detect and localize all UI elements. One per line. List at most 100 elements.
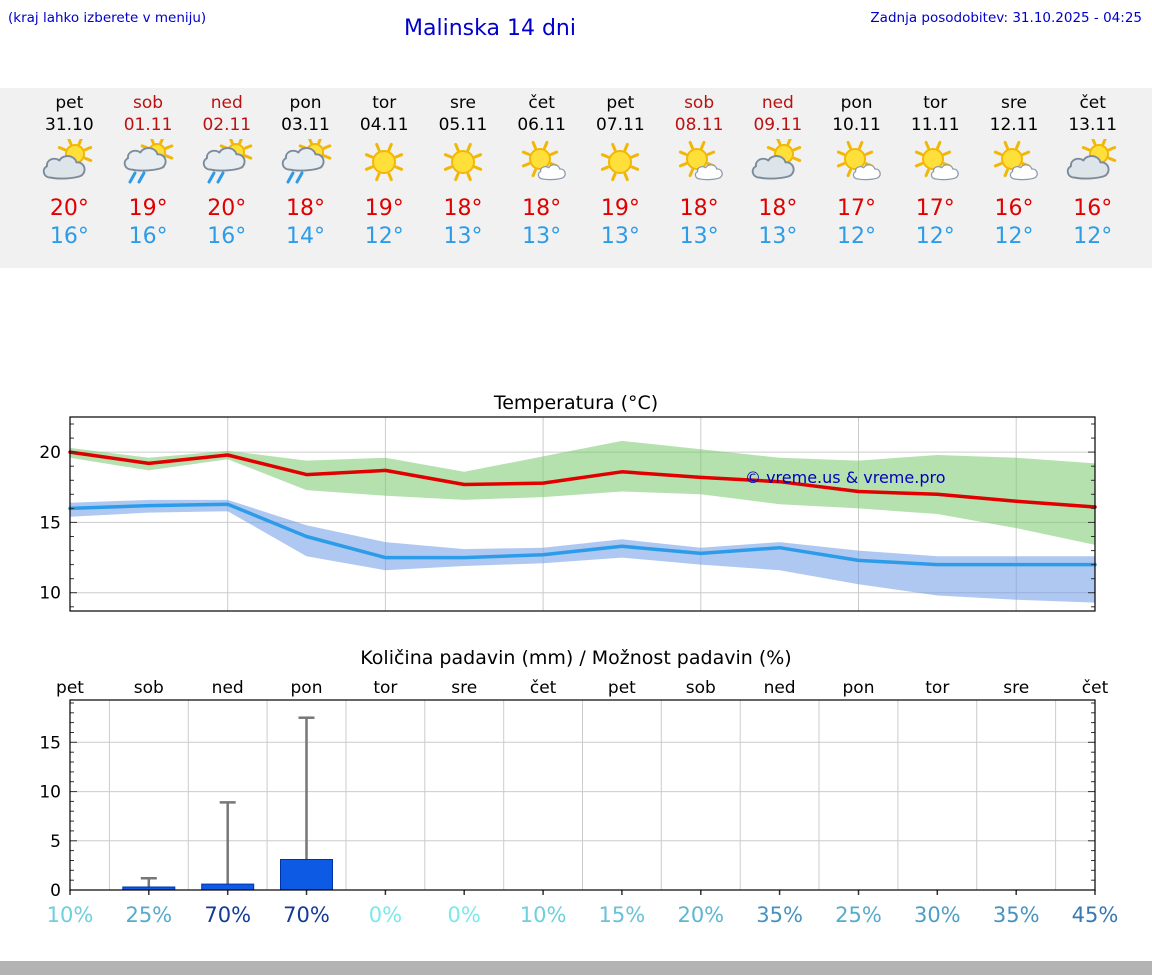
forecast-day-column: pet 31.10 20° 16° bbox=[30, 88, 109, 268]
svg-text:10: 10 bbox=[39, 783, 61, 803]
weather-icon-mostly-sunny bbox=[670, 139, 728, 189]
low-temp: 13° bbox=[679, 224, 719, 249]
high-temp: 18° bbox=[758, 196, 798, 221]
day-date: 09.11 bbox=[753, 115, 803, 135]
low-temp: 13° bbox=[758, 224, 798, 249]
weather-icon-sunny bbox=[591, 139, 649, 189]
forecast-day-column: pet 07.11 19° 13° bbox=[581, 88, 660, 268]
day-label: sre bbox=[1003, 678, 1030, 698]
precip-probability: 30% bbox=[913, 903, 961, 927]
weather-icon-partly-cloudy bbox=[749, 136, 807, 189]
day-label: čet bbox=[529, 678, 557, 698]
high-temp: 17° bbox=[837, 196, 877, 221]
weather-icon-sunny bbox=[434, 139, 492, 189]
precipitation-chart-title: Količina padavin (mm) / Možnost padavin … bbox=[360, 647, 792, 669]
high-temp: 20° bbox=[49, 196, 89, 221]
high-temp: 16° bbox=[1073, 196, 1113, 221]
svg-text:© vreme.us & vreme.pro: © vreme.us & vreme.pro bbox=[745, 468, 946, 487]
precip-probability: 70% bbox=[204, 903, 252, 927]
day-label: čet bbox=[1081, 678, 1109, 698]
low-temp: 12° bbox=[364, 224, 404, 249]
forecast-day-column: sob 01.11 19° 16° bbox=[109, 88, 188, 268]
forecast-day-column: čet 06.11 18° 13° bbox=[502, 88, 581, 268]
svg-text:0: 0 bbox=[50, 881, 61, 900]
forecast-day-column: ned 09.11 18° 13° bbox=[738, 88, 817, 268]
svg-text:5: 5 bbox=[50, 832, 61, 852]
high-temp: 18° bbox=[679, 196, 719, 221]
day-date: 13.11 bbox=[1068, 115, 1118, 135]
day-date: 04.11 bbox=[359, 115, 409, 135]
day-date: 11.11 bbox=[910, 115, 960, 135]
forecast-day-column: sre 05.11 18° 13° bbox=[424, 88, 503, 268]
day-name: sre bbox=[449, 93, 476, 113]
precip-probability: 35% bbox=[992, 903, 1040, 927]
precip-probability: 10% bbox=[519, 903, 567, 927]
day-name: ned bbox=[761, 93, 794, 113]
low-temp: 16° bbox=[49, 224, 89, 249]
forecast-day-column: sob 08.11 18° 13° bbox=[660, 88, 739, 268]
precip-probability: 45% bbox=[1071, 903, 1119, 927]
weather-icon-partly-cloudy bbox=[1064, 136, 1122, 189]
forecast-day-column: ned 02.11 20° 16° bbox=[187, 88, 266, 268]
precip-probability: 25% bbox=[125, 903, 173, 927]
low-temp: 12° bbox=[837, 224, 877, 249]
day-name: čet bbox=[528, 93, 555, 113]
day-label: ned bbox=[763, 678, 796, 698]
low-temp: 16° bbox=[207, 224, 247, 249]
high-temp: 17° bbox=[915, 196, 955, 221]
weather-icon-mostly-sunny bbox=[513, 139, 571, 189]
forecast-day-column: čet 13.11 16° 12° bbox=[1053, 88, 1132, 268]
high-temp: 19° bbox=[600, 196, 640, 221]
page-title: Malinska 14 dni bbox=[404, 16, 576, 41]
day-name: pon bbox=[289, 93, 322, 113]
forecast-strip-columns: pet 31.10 20° 16° sob 01.11 19° 16° ned 02.11 20… bbox=[0, 88, 1152, 268]
forecast-day-column: sre 12.11 16° 12° bbox=[975, 88, 1054, 268]
weather-icon-rain-showers bbox=[277, 135, 335, 189]
low-temp: 12° bbox=[915, 224, 955, 249]
day-name: tor bbox=[923, 93, 948, 113]
svg-text:10: 10 bbox=[39, 584, 61, 604]
day-name: čet bbox=[1079, 93, 1106, 113]
high-temp: 20° bbox=[207, 196, 247, 221]
day-label: sob bbox=[685, 678, 716, 698]
precipitation-chart: 0 5 10 15 bbox=[39, 699, 1096, 900]
weather-icon-sunny bbox=[355, 139, 413, 189]
forecast-day-column: pon 10.11 17° 12° bbox=[817, 88, 896, 268]
day-date: 05.11 bbox=[438, 115, 488, 135]
forecast-day-column: tor 04.11 19° 12° bbox=[345, 88, 424, 268]
weather-icon-mostly-sunny bbox=[828, 139, 886, 189]
day-date: 03.11 bbox=[281, 115, 330, 135]
day-date: 02.11 bbox=[202, 115, 252, 135]
precip-probability: 25% bbox=[835, 903, 882, 927]
day-name: pet bbox=[55, 93, 84, 113]
day-name: tor bbox=[372, 93, 397, 113]
footer-bar bbox=[0, 961, 1152, 975]
day-name: sre bbox=[1001, 93, 1027, 113]
day-label: sob bbox=[133, 678, 164, 698]
low-temp: 13° bbox=[600, 224, 640, 249]
day-label: tor bbox=[373, 678, 398, 698]
low-temp: 12° bbox=[994, 224, 1034, 249]
day-label: sre bbox=[451, 678, 478, 698]
precip-probability: 0% bbox=[368, 903, 403, 927]
precip-probability: 15% bbox=[598, 903, 646, 927]
day-date: 12.11 bbox=[989, 115, 1039, 135]
low-temp: 13° bbox=[443, 224, 483, 249]
precip-day-labels-row: pet sob ned pon tor sre čet pet sob ned pon tor sre č… bbox=[0, 678, 1152, 700]
weather-icon-partly-cloudy bbox=[40, 136, 98, 189]
high-temp: 18° bbox=[522, 196, 562, 221]
day-label: pet bbox=[56, 678, 84, 698]
svg-text:15: 15 bbox=[39, 513, 61, 533]
precip-probability: 20% bbox=[677, 903, 725, 927]
day-label: pon bbox=[290, 678, 323, 698]
svg-text:15: 15 bbox=[39, 733, 61, 753]
precip-probability-row: 10% 25% 70% 70% 0% 0% 10% 15% 20% 35% 25% 30% 35% 45% bbox=[0, 903, 1152, 931]
day-date: 07.11 bbox=[596, 115, 645, 135]
weather-icon-rain-showers bbox=[198, 135, 256, 189]
temperature-chart: 10 15 20 © vreme.us & vreme.pro bbox=[39, 416, 1097, 612]
low-temp: 14° bbox=[286, 224, 326, 249]
high-temp: 19° bbox=[128, 196, 168, 221]
forecast-day-column: tor 11.11 17° 12° bbox=[896, 88, 975, 268]
day-name: pet bbox=[606, 93, 635, 113]
